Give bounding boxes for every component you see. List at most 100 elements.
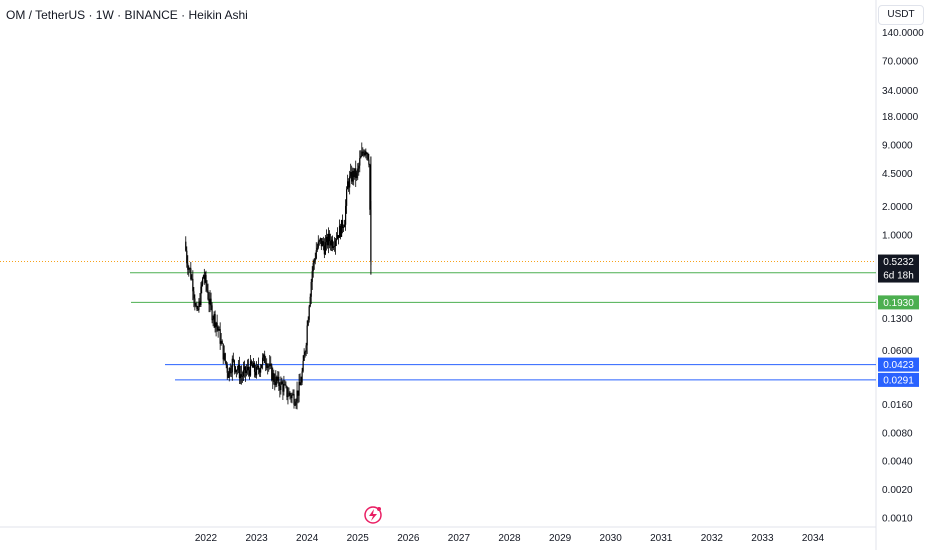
candle-body [306,325,308,346]
candle-body [295,401,297,406]
candle-body [206,284,208,291]
candle-body [361,151,363,156]
grid [0,0,877,550]
candle-body [270,363,272,366]
candle-body [195,305,197,307]
candle-body [252,362,255,368]
candle-body [196,305,198,310]
candle-body [269,363,271,367]
candle-body [316,247,318,251]
level-badge-label: 0.0423 [883,360,914,371]
candles [185,142,372,410]
candle-body [277,376,279,381]
candle-body [246,366,249,371]
candle-body [350,171,352,177]
y-tick-label: 0.1300 [882,314,913,325]
candle-body [305,345,307,352]
candle-body [368,159,370,165]
candle-body [367,153,369,160]
candle-body [330,239,333,246]
candle-body [267,365,269,368]
candle-body [351,171,353,182]
y-tick-label: 0.0040 [882,457,913,468]
candle-body [352,170,354,182]
candle-body [299,381,301,386]
candle-body [291,394,293,399]
candle-body [261,364,263,368]
candle-body [235,369,237,373]
candle-body [272,373,274,381]
candle-body [204,275,206,280]
candle-body [214,314,216,328]
candle-body [208,299,210,305]
candle-body [300,382,302,386]
candle-body [231,358,233,373]
level-badge-label: 0.1930 [883,298,914,309]
candle-body [247,366,250,371]
y-tick-label: 34.0000 [882,86,919,97]
candle-body [287,396,289,398]
candle-body [307,319,309,326]
candle-body [296,390,298,402]
candle-body [325,236,327,243]
candle-body [255,366,258,376]
candle-body [314,258,316,261]
candle-body [245,370,248,374]
y-tick-label: 0.0020 [882,485,913,496]
candle-body [193,291,195,299]
candle-body [191,278,193,280]
candle-body [211,305,213,321]
candle-body [186,250,188,264]
candle-body [366,153,368,155]
candle-body [365,151,367,155]
y-tick-label: 0.0010 [882,514,913,525]
y-tick-label: 0.0160 [882,400,913,411]
candle-body [360,155,362,159]
candle-body [336,235,339,239]
candle-body [338,225,341,238]
level-badge [878,372,919,387]
candle-body [322,241,324,246]
candle-body [216,322,218,327]
chart-title: OM / TetherUS · 1W · BINANCE · Heikin As… [6,8,248,22]
x-tick-label: 2033 [751,533,774,544]
candle-body [340,219,343,237]
candle-body [201,284,203,287]
candle-body [359,158,361,166]
candle-body [354,168,356,178]
candle-body [303,354,305,361]
candle-body [327,233,330,246]
candle-body [281,381,283,384]
candle-body [225,361,227,366]
candle-body [258,365,260,370]
candle-body [333,246,336,247]
x-tick-label: 2029 [549,533,572,544]
candle-body [215,322,217,328]
candle-body [358,165,360,169]
candle-body [318,240,320,242]
candle-body [263,354,265,358]
candle-body [331,239,334,248]
candle-body [313,260,315,263]
candle-body [229,368,231,374]
candle-body [190,268,192,280]
candle-body [185,241,187,251]
candle-body [328,233,331,242]
lightning-icon[interactable] [364,506,382,524]
x-tick-label: 2026 [397,533,420,544]
time-axis[interactable]: 2022 2023 2024 2025 2026 2027 2028 2029 2030 2031… [195,533,825,544]
price-axis[interactable]: 140.0000 70.0000 34.0000 18.0000 9.0000 4.500… [882,28,924,524]
candle-body [279,386,281,391]
candle-body [189,268,191,269]
candle-body [317,241,319,248]
candle-body [332,246,335,248]
x-tick-label: 2030 [600,533,623,544]
candle-body [349,176,351,188]
x-tick-label: 2022 [195,533,218,544]
candle-body [324,242,326,255]
candle-body [222,343,224,360]
currency-button[interactable]: USDT [878,5,924,25]
candle-body [369,164,371,210]
candle-body [356,172,358,179]
